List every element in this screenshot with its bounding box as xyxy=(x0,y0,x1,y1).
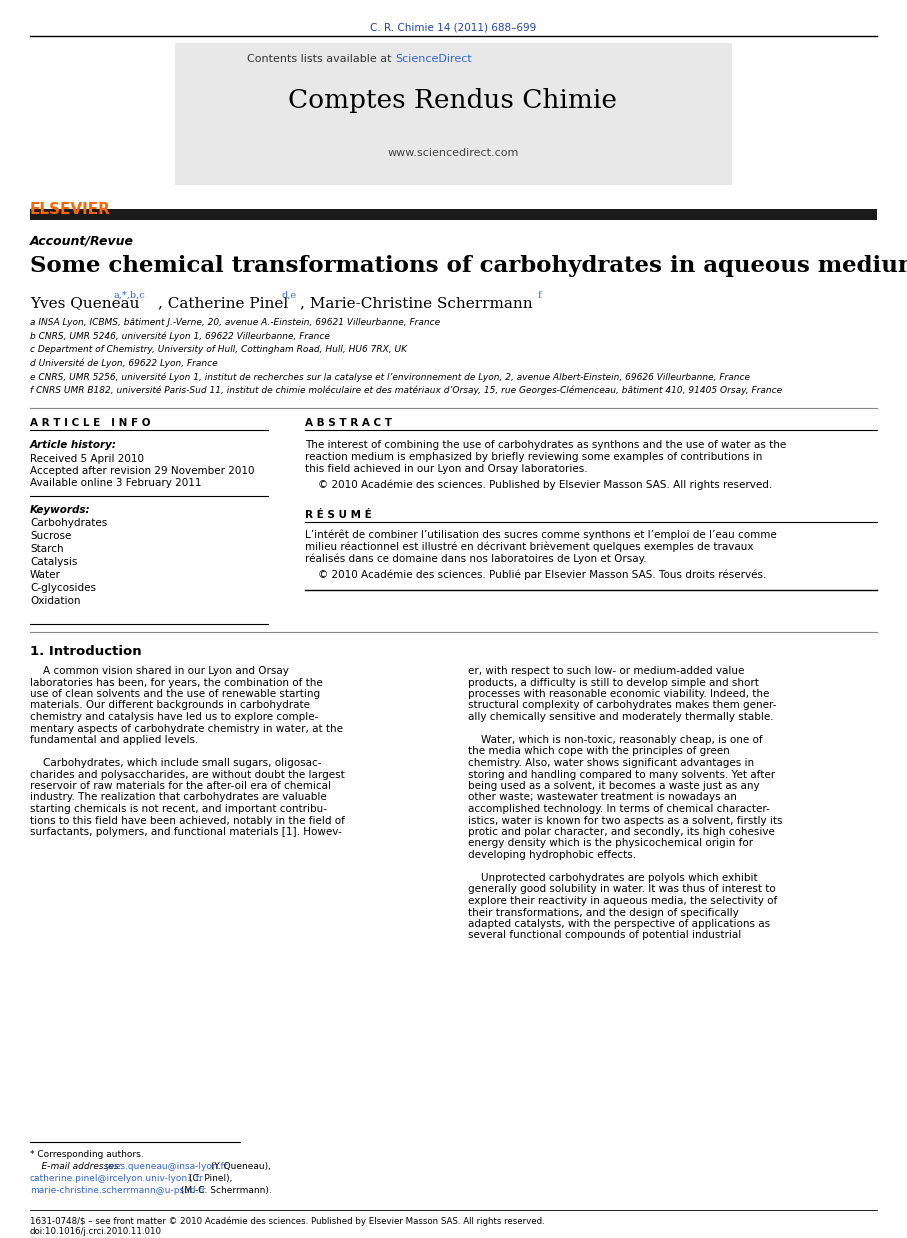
Text: er, with respect to such low- or medium-added value: er, with respect to such low- or medium-… xyxy=(468,666,745,676)
Text: Carbohydrates: Carbohydrates xyxy=(30,517,107,527)
Text: several functional compounds of potential industrial: several functional compounds of potentia… xyxy=(468,931,741,941)
Bar xyxy=(175,43,732,184)
Text: Available online 3 February 2011: Available online 3 February 2011 xyxy=(30,478,201,488)
Text: charides and polysaccharides, are without doubt the largest: charides and polysaccharides, are withou… xyxy=(30,770,345,780)
Text: (C. Pinel),: (C. Pinel), xyxy=(186,1174,232,1184)
Text: Accepted after revision 29 November 2010: Accepted after revision 29 November 2010 xyxy=(30,465,255,475)
Text: © 2010 Académie des sciences. Published by Elsevier Masson SAS. All rights reser: © 2010 Académie des sciences. Published … xyxy=(305,480,772,490)
Text: * Corresponding authors.: * Corresponding authors. xyxy=(30,1150,143,1159)
Text: adapted catalysts, with the perspective of applications as: adapted catalysts, with the perspective … xyxy=(468,919,770,928)
Text: Carbohydrates, which include small sugars, oligosac-: Carbohydrates, which include small sugar… xyxy=(30,758,321,768)
Text: doi:10.1016/j.crci.2010.11.010: doi:10.1016/j.crci.2010.11.010 xyxy=(30,1227,162,1236)
Text: Unprotected carbohydrates are polyols which exhibit: Unprotected carbohydrates are polyols wh… xyxy=(468,873,757,883)
Text: Water: Water xyxy=(30,569,61,579)
Text: e CNRS, UMR 5256, université Lyon 1, institut de recherches sur la catalyse et l: e CNRS, UMR 5256, université Lyon 1, ins… xyxy=(30,371,750,381)
Text: generally good solubility in water. It was thus of interest to: generally good solubility in water. It w… xyxy=(468,884,775,895)
Text: chemistry and catalysis have led us to explore comple-: chemistry and catalysis have led us to e… xyxy=(30,712,318,722)
Text: Catalysis: Catalysis xyxy=(30,557,77,567)
Text: 1. Introduction: 1. Introduction xyxy=(30,645,141,659)
Text: Article history:: Article history: xyxy=(30,439,117,449)
Text: Some chemical transformations of carbohydrates in aqueous medium: Some chemical transformations of carbohy… xyxy=(30,255,907,277)
Text: Comptes Rendus Chimie: Comptes Rendus Chimie xyxy=(288,88,618,113)
Text: starting chemicals is not recent, and important contribu-: starting chemicals is not recent, and im… xyxy=(30,803,327,815)
Text: E-mail addresses:: E-mail addresses: xyxy=(30,1162,124,1171)
Text: L’intérêt de combiner l’utilisation des sucres comme synthons et l’emploi de l’e: L’intérêt de combiner l’utilisation des … xyxy=(305,530,776,541)
Text: industry. The realization that carbohydrates are valuable: industry. The realization that carbohydr… xyxy=(30,792,327,802)
Text: istics, water is known for two aspects as a solvent, firstly its: istics, water is known for two aspects a… xyxy=(468,816,783,826)
Text: reservoir of raw materials for the after-oil era of chemical: reservoir of raw materials for the after… xyxy=(30,781,331,791)
Text: accomplished technology. In terms of chemical character-: accomplished technology. In terms of che… xyxy=(468,803,770,815)
Text: products, a difficulty is still to develop simple and short: products, a difficulty is still to devel… xyxy=(468,677,759,687)
Text: Contents lists available at: Contents lists available at xyxy=(247,54,395,64)
Text: ELSEVIER: ELSEVIER xyxy=(30,202,111,217)
Text: milieu réactionnel est illustré en décrivant brièvement quelques exemples de tra: milieu réactionnel est illustré en décri… xyxy=(305,542,754,552)
Text: Received 5 April 2010: Received 5 April 2010 xyxy=(30,454,144,464)
Text: R É S U M É: R É S U M É xyxy=(305,510,372,520)
Text: developing hydrophobic effects.: developing hydrophobic effects. xyxy=(468,851,636,860)
Text: this field achieved in our Lyon and Orsay laboratories.: this field achieved in our Lyon and Orsa… xyxy=(305,464,588,474)
Text: A R T I C L E   I N F O: A R T I C L E I N F O xyxy=(30,418,151,428)
Text: b CNRS, UMR 5246, université Lyon 1, 69622 Villeurbanne, France: b CNRS, UMR 5246, université Lyon 1, 696… xyxy=(30,332,330,340)
Text: © 2010 Académie des sciences. Publié par Elsevier Masson SAS. Tous droits réserv: © 2010 Académie des sciences. Publié par… xyxy=(305,569,766,581)
Text: f: f xyxy=(538,291,541,300)
Text: other waste; wastewater treatment is nowadays an: other waste; wastewater treatment is now… xyxy=(468,792,736,802)
Text: use of clean solvents and the use of renewable starting: use of clean solvents and the use of ren… xyxy=(30,690,320,699)
Text: tions to this field have been achieved, notably in the field of: tions to this field have been achieved, … xyxy=(30,816,345,826)
Text: www.sciencedirect.com: www.sciencedirect.com xyxy=(387,149,519,158)
Text: the media which cope with the principles of green: the media which cope with the principles… xyxy=(468,747,730,756)
Text: ScienceDirect: ScienceDirect xyxy=(395,54,472,64)
Text: being used as a solvent, it becomes a waste just as any: being used as a solvent, it becomes a wa… xyxy=(468,781,760,791)
Bar xyxy=(30,209,877,220)
Text: Oxidation: Oxidation xyxy=(30,595,81,605)
Text: catherine.pinel@ircelyon.univ-lyon1.fr: catherine.pinel@ircelyon.univ-lyon1.fr xyxy=(30,1174,204,1184)
Text: Account/Revue: Account/Revue xyxy=(30,234,134,248)
Text: a INSA Lyon, ICBMS, bâtiment J.-Verne, 20, avenue A.-Einstein, 69621 Villeurbann: a INSA Lyon, ICBMS, bâtiment J.-Verne, 2… xyxy=(30,318,440,327)
Text: 1631-0748/$ – see front matter © 2010 Académie des sciences. Published by Elsevi: 1631-0748/$ – see front matter © 2010 Ac… xyxy=(30,1216,545,1226)
Text: C. R. Chimie 14 (2011) 688–699: C. R. Chimie 14 (2011) 688–699 xyxy=(370,22,536,32)
Text: laboratories has been, for years, the combination of the: laboratories has been, for years, the co… xyxy=(30,677,323,687)
Text: structural complexity of carbohydrates makes them gener-: structural complexity of carbohydrates m… xyxy=(468,701,776,711)
Text: materials. Our different backgrounds in carbohydrate: materials. Our different backgrounds in … xyxy=(30,701,310,711)
Text: C-glycosides: C-glycosides xyxy=(30,583,96,593)
Text: marie-christine.scherrmann@u-psud.fr: marie-christine.scherrmann@u-psud.fr xyxy=(30,1186,206,1195)
Text: d Université de Lyon, 69622 Lyon, France: d Université de Lyon, 69622 Lyon, France xyxy=(30,359,218,368)
Text: reaction medium is emphasized by briefly reviewing some examples of contribution: reaction medium is emphasized by briefly… xyxy=(305,452,763,462)
Text: f CNRS UMR B182, université Paris-Sud 11, institut de chimie moléculaire et des : f CNRS UMR B182, université Paris-Sud 11… xyxy=(30,385,782,395)
Text: (Y. Queneau),: (Y. Queneau), xyxy=(208,1162,270,1171)
Text: , Marie-Christine Scherrmann: , Marie-Christine Scherrmann xyxy=(300,296,532,310)
Text: processes with reasonable economic viability. Indeed, the: processes with reasonable economic viabi… xyxy=(468,690,769,699)
Text: A B S T R A C T: A B S T R A C T xyxy=(305,418,392,428)
Text: Water, which is non-toxic, reasonably cheap, is one of: Water, which is non-toxic, reasonably ch… xyxy=(468,735,763,745)
Text: Yves Queneau: Yves Queneau xyxy=(30,296,140,310)
Text: (M.-C. Scherrmann).: (M.-C. Scherrmann). xyxy=(178,1186,271,1195)
Text: fundamental and applied levels.: fundamental and applied levels. xyxy=(30,735,199,745)
Text: mentary aspects of carbohydrate chemistry in water, at the: mentary aspects of carbohydrate chemistr… xyxy=(30,723,343,733)
Text: réalisés dans ce domaine dans nos laboratoires de Lyon et Orsay.: réalisés dans ce domaine dans nos labora… xyxy=(305,553,647,565)
Text: explore their reactivity in aqueous media, the selectivity of: explore their reactivity in aqueous medi… xyxy=(468,896,777,906)
Text: c Department of Chemistry, University of Hull, Cottingham Road, Hull, HU6 7RX, U: c Department of Chemistry, University of… xyxy=(30,345,407,354)
Text: a,*,b,c: a,*,b,c xyxy=(113,291,145,300)
Text: chemistry. Also, water shows significant advantages in: chemistry. Also, water shows significant… xyxy=(468,758,754,768)
Text: energy density which is the physicochemical origin for: energy density which is the physicochemi… xyxy=(468,838,753,848)
Text: Sucrose: Sucrose xyxy=(30,531,72,541)
Text: Starch: Starch xyxy=(30,543,63,553)
Text: protic and polar character, and secondly, its high cohesive: protic and polar character, and secondly… xyxy=(468,827,775,837)
Text: yves.queneau@insa-lyon.fr: yves.queneau@insa-lyon.fr xyxy=(105,1162,229,1171)
Text: their transformations, and the design of specifically: their transformations, and the design of… xyxy=(468,907,738,917)
Text: d,e: d,e xyxy=(281,291,296,300)
Text: surfactants, polymers, and functional materials [1]. Howev-: surfactants, polymers, and functional ma… xyxy=(30,827,342,837)
Text: , Catherine Pinel: , Catherine Pinel xyxy=(158,296,288,310)
Text: ally chemically sensitive and moderately thermally stable.: ally chemically sensitive and moderately… xyxy=(468,712,774,722)
Text: The interest of combining the use of carbohydrates as synthons and the use of wa: The interest of combining the use of car… xyxy=(305,439,786,449)
Text: Keywords:: Keywords: xyxy=(30,505,91,515)
Text: storing and handling compared to many solvents. Yet after: storing and handling compared to many so… xyxy=(468,770,775,780)
Text: A common vision shared in our Lyon and Orsay: A common vision shared in our Lyon and O… xyxy=(30,666,288,676)
